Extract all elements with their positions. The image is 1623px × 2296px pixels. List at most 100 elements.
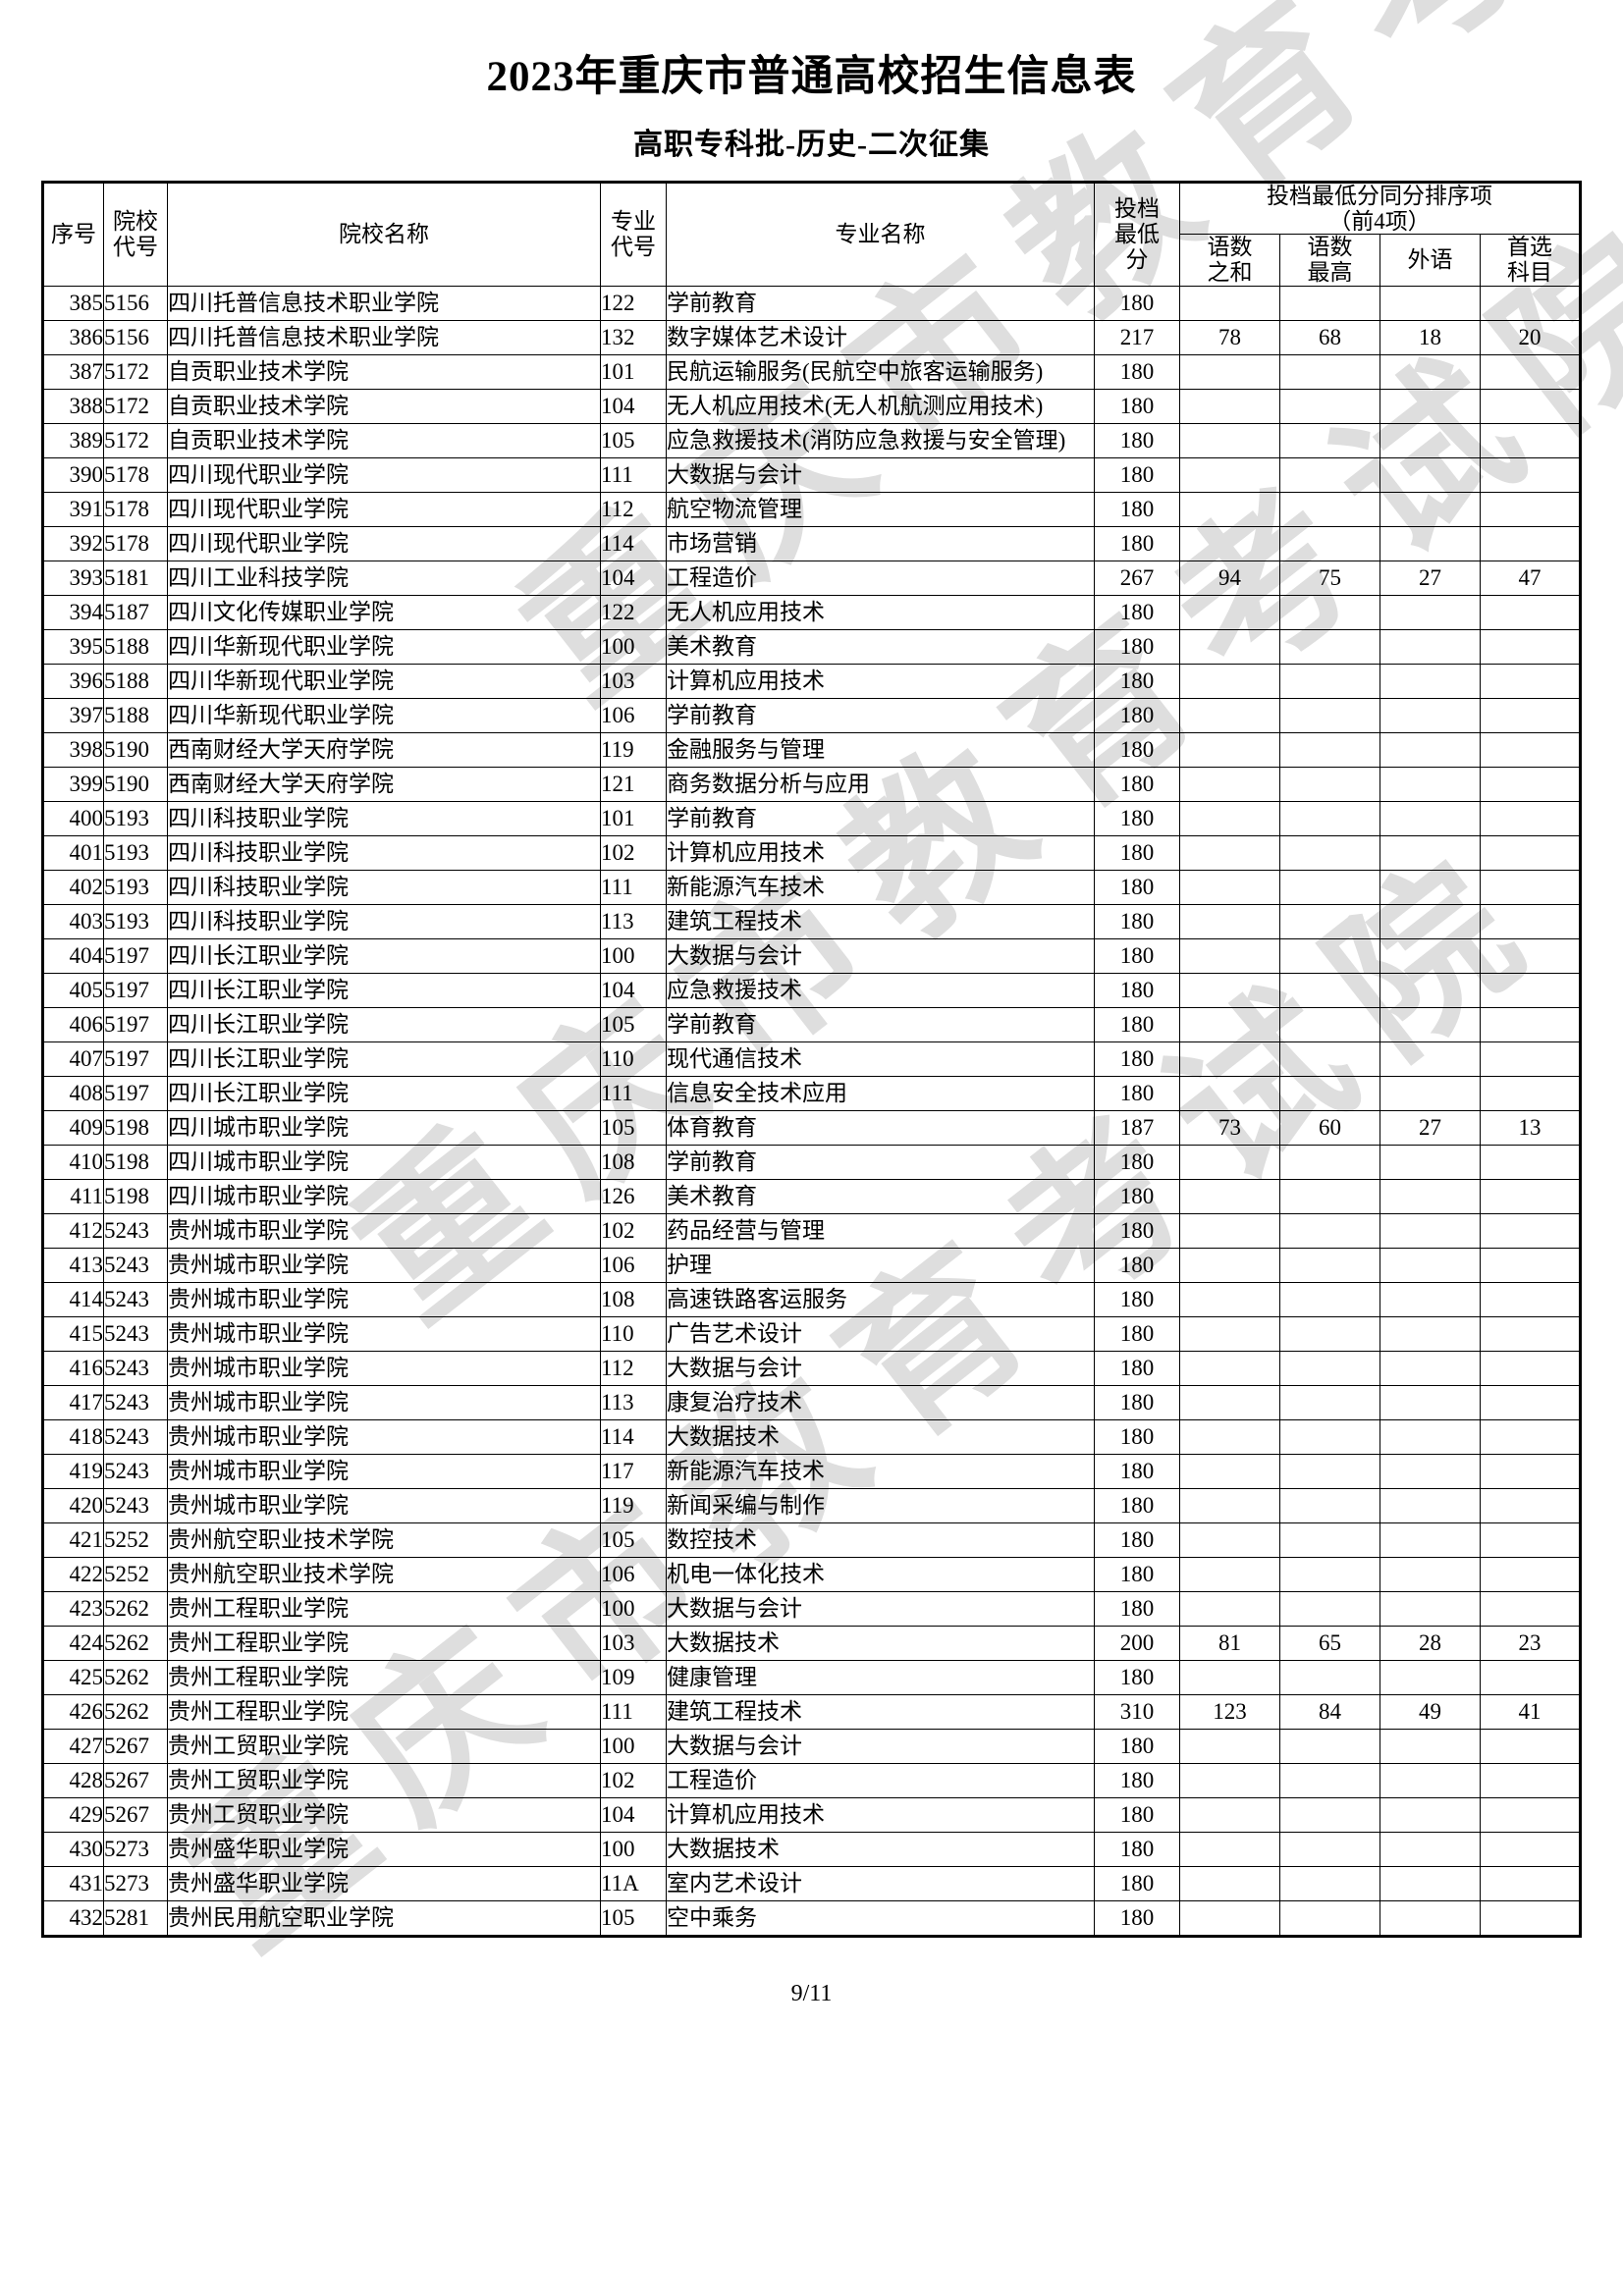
column-header-sub-max-line1: 语数	[1307, 235, 1353, 260]
table-container: 序号 院校 代号 院校名称 专业 代号 专业名称 投档 最低 分	[0, 180, 1623, 1938]
cell-school-name: 四川文化传媒职业学院	[167, 594, 601, 630]
cell-tiebreak-primary	[1480, 1350, 1581, 1386]
cell-school-code: 5193	[103, 903, 168, 939]
cell-major-code: 104	[600, 388, 667, 424]
cell-tiebreak-foreign	[1380, 766, 1481, 802]
cell-seq: 408	[42, 1075, 104, 1111]
cell-major-code: 105	[600, 1006, 667, 1042]
cell-min-score: 180	[1094, 1865, 1180, 1901]
cell-major-name: 学前教育	[666, 697, 1095, 733]
cell-tiebreak-foreign	[1380, 1728, 1481, 1764]
cell-tiebreak-sum	[1179, 731, 1280, 768]
cell-major-name: 大数据与会计	[666, 1590, 1095, 1627]
column-header-major-name: 专业名称	[666, 181, 1095, 287]
cell-tiebreak-foreign: 27	[1380, 560, 1481, 596]
cell-tiebreak-sum: 78	[1179, 319, 1280, 355]
cell-tiebreak-foreign	[1380, 1350, 1481, 1386]
table-row: 431 5273 贵州盛华职业学院 11A 室内艺术设计 180	[42, 1865, 1581, 1901]
cell-school-code: 5172	[103, 422, 168, 458]
cell-tiebreak-primary	[1480, 1315, 1581, 1352]
cell-tiebreak-max	[1279, 1247, 1380, 1283]
cell-school-code: 5243	[103, 1212, 168, 1249]
cell-tiebreak-max	[1279, 834, 1380, 871]
cell-major-code: 106	[600, 1247, 667, 1283]
cell-seq: 399	[42, 766, 104, 802]
cell-tiebreak-primary	[1480, 1762, 1581, 1798]
cell-major-code: 100	[600, 628, 667, 665]
cell-min-score: 180	[1094, 491, 1180, 527]
cell-seq: 388	[42, 388, 104, 424]
cell-tiebreak-sum	[1179, 1796, 1280, 1833]
cell-tiebreak-max	[1279, 1453, 1380, 1489]
cell-min-score: 180	[1094, 1899, 1180, 1937]
cell-tiebreak-foreign: 28	[1380, 1625, 1481, 1661]
cell-school-name: 四川华新现代职业学院	[167, 628, 601, 665]
cell-major-name: 新闻采编与制作	[666, 1487, 1095, 1523]
cell-tiebreak-max	[1279, 1556, 1380, 1592]
cell-tiebreak-sum	[1179, 1178, 1280, 1214]
cell-major-name: 无人机应用技术(无人机航测应用技术)	[666, 388, 1095, 424]
cell-tiebreak-foreign	[1380, 1041, 1481, 1077]
cell-min-score: 310	[1094, 1693, 1180, 1730]
cell-tiebreak-foreign	[1380, 422, 1481, 458]
cell-tiebreak-foreign	[1380, 731, 1481, 768]
cell-seq: 409	[42, 1109, 104, 1146]
table-row: 392 5178 四川现代职业学院 114 市场营销 180	[42, 525, 1581, 561]
cell-tiebreak-primary: 20	[1480, 319, 1581, 355]
cell-school-name: 四川城市职业学院	[167, 1178, 601, 1214]
cell-seq: 429	[42, 1796, 104, 1833]
cell-major-name: 室内艺术设计	[666, 1865, 1095, 1901]
cell-school-code: 5197	[103, 972, 168, 1008]
cell-min-score: 180	[1094, 1659, 1180, 1695]
column-header-sub-primary-line1: 首选	[1507, 235, 1552, 260]
cell-tiebreak-primary	[1480, 1556, 1581, 1592]
cell-tiebreak-foreign	[1380, 869, 1481, 905]
cell-school-name: 自贡职业技术学院	[167, 422, 601, 458]
cell-school-code: 5281	[103, 1899, 168, 1937]
cell-min-score: 180	[1094, 1590, 1180, 1627]
cell-school-name: 四川科技职业学院	[167, 903, 601, 939]
cell-school-code: 5243	[103, 1453, 168, 1489]
cell-tiebreak-primary	[1480, 800, 1581, 836]
cell-tiebreak-primary	[1480, 1831, 1581, 1867]
cell-min-score: 180	[1094, 903, 1180, 939]
column-header-tiebreak-line2: （前4项）	[1328, 208, 1431, 234]
cell-tiebreak-sum: 94	[1179, 560, 1280, 596]
cell-tiebreak-primary: 23	[1480, 1625, 1581, 1661]
cell-tiebreak-max	[1279, 456, 1380, 493]
cell-major-name: 高速铁路客运服务	[666, 1281, 1095, 1317]
table-row: 391 5178 四川现代职业学院 112 航空物流管理 180	[42, 491, 1581, 527]
cell-tiebreak-sum	[1179, 1006, 1280, 1042]
cell-min-score: 180	[1094, 285, 1180, 321]
cell-major-name: 体育教育	[666, 1109, 1095, 1146]
cell-tiebreak-max	[1279, 731, 1380, 768]
cell-tiebreak-primary	[1480, 663, 1581, 699]
cell-seq: 403	[42, 903, 104, 939]
cell-school-name: 贵州工程职业学院	[167, 1625, 601, 1661]
cell-min-score: 180	[1094, 1144, 1180, 1180]
cell-seq: 420	[42, 1487, 104, 1523]
table-row: 397 5188 四川华新现代职业学院 106 学前教育 180	[42, 697, 1581, 733]
cell-seq: 402	[42, 869, 104, 905]
cell-major-code: 121	[600, 766, 667, 802]
cell-tiebreak-sum	[1179, 1659, 1280, 1695]
cell-seq: 387	[42, 353, 104, 390]
cell-seq: 385	[42, 285, 104, 321]
cell-tiebreak-foreign	[1380, 1865, 1481, 1901]
cell-school-name: 贵州盛华职业学院	[167, 1831, 601, 1867]
cell-major-name: 商务数据分析与应用	[666, 766, 1095, 802]
cell-major-code: 113	[600, 1384, 667, 1420]
cell-major-code: 100	[600, 937, 667, 974]
cell-major-code: 105	[600, 422, 667, 458]
cell-tiebreak-primary	[1480, 388, 1581, 424]
cell-tiebreak-max	[1279, 1144, 1380, 1180]
cell-tiebreak-max	[1279, 285, 1380, 321]
cell-school-code: 5243	[103, 1281, 168, 1317]
cell-school-name: 贵州城市职业学院	[167, 1350, 601, 1386]
column-header-sub-sum-line1: 语数	[1207, 235, 1253, 260]
cell-seq: 391	[42, 491, 104, 527]
cell-major-name: 大数据技术	[666, 1831, 1095, 1867]
cell-seq: 396	[42, 663, 104, 699]
cell-tiebreak-max	[1279, 594, 1380, 630]
cell-tiebreak-foreign	[1380, 1590, 1481, 1627]
